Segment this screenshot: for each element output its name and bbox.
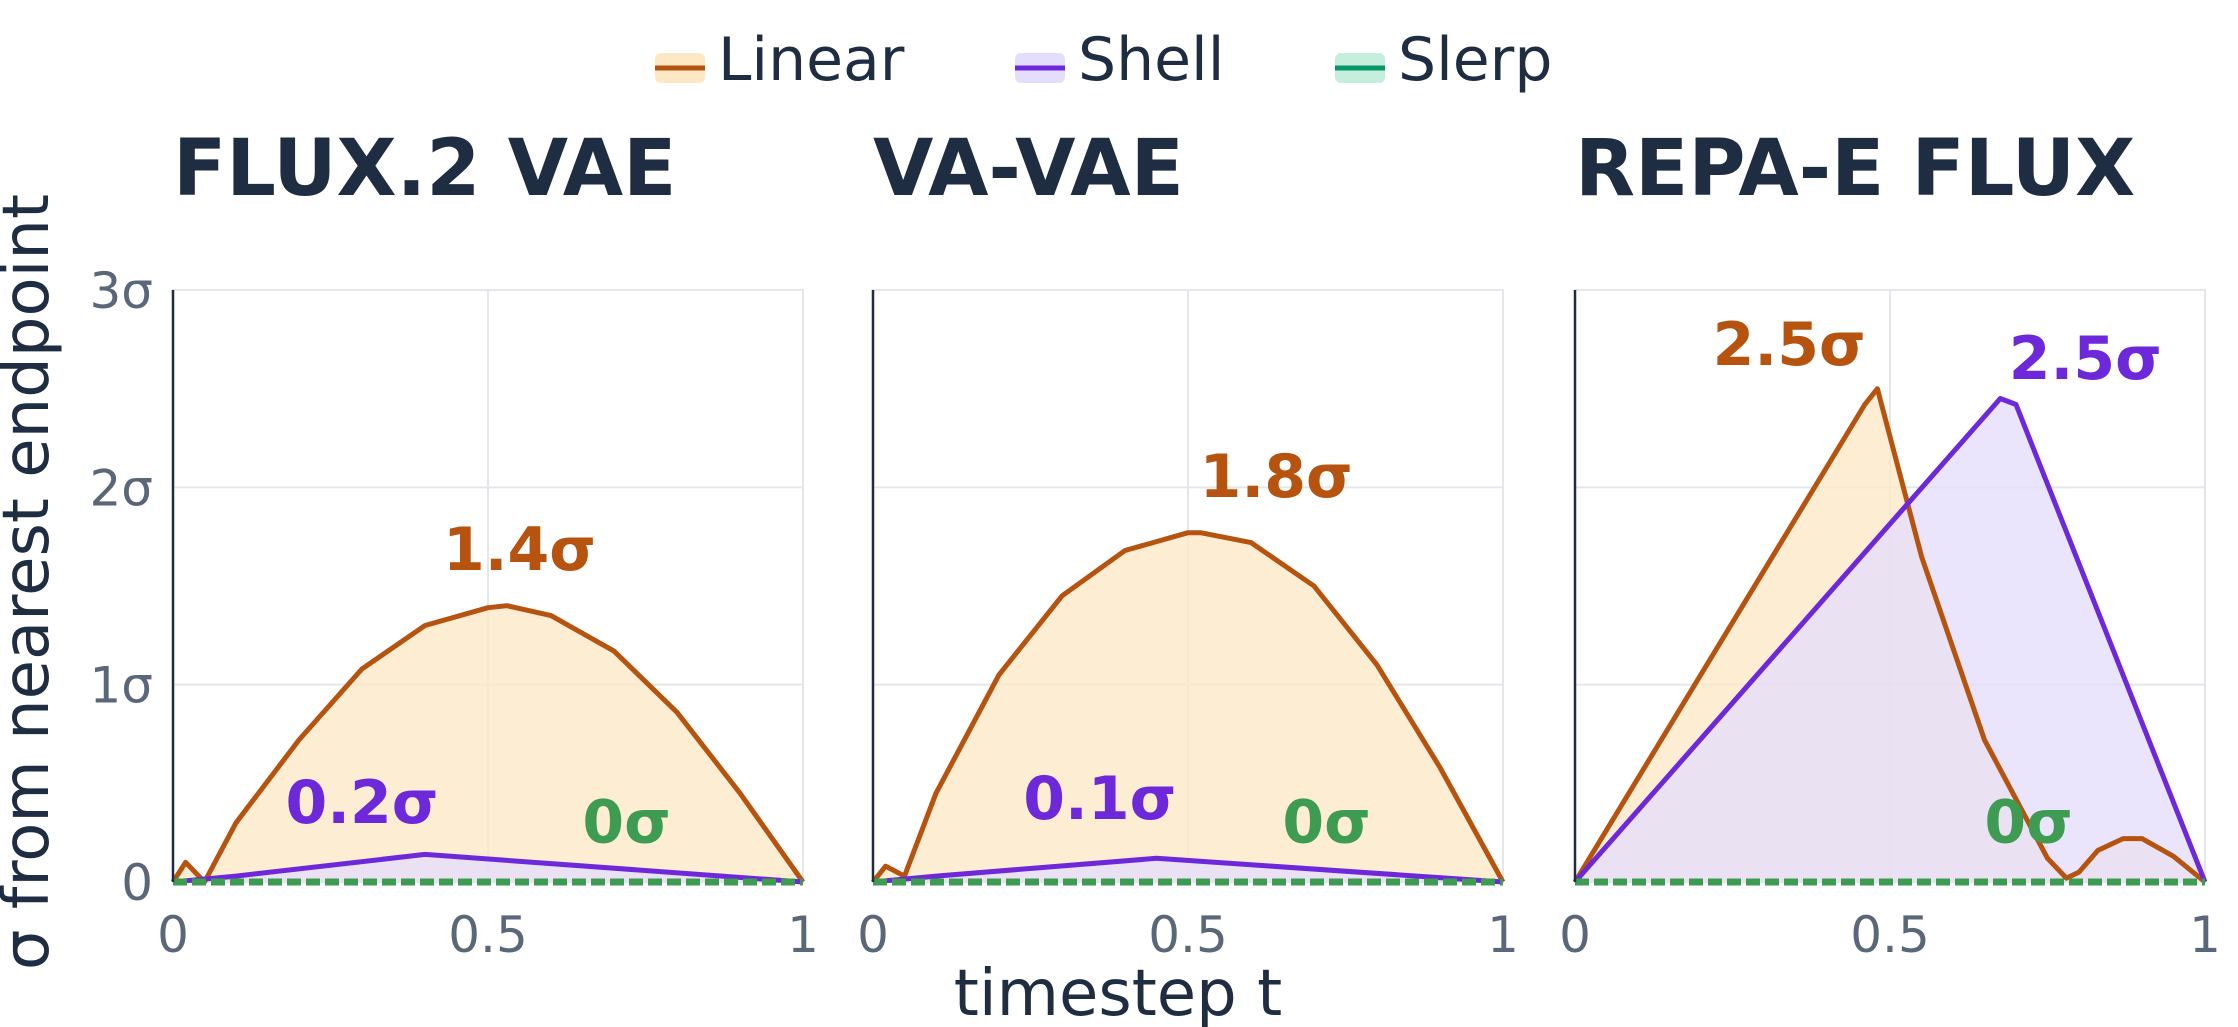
x-tick-label: 0 (157, 906, 189, 964)
x-tick-label: 1 (787, 906, 819, 964)
panel-title: REPA-E FLUX (1575, 124, 2135, 214)
y-tick-label: 1σ (89, 657, 153, 715)
annotation-linear: 1.8σ (1200, 442, 1353, 512)
annotation-slerp: 0σ (582, 788, 670, 858)
x-tick-label: 1 (2189, 906, 2221, 964)
annotation-slerp: 0σ (1282, 788, 1370, 858)
panel-title: FLUX.2 VAE (173, 124, 676, 214)
legend-item-linear: Linear (655, 25, 905, 95)
y-tick-label: 3σ (89, 262, 153, 320)
panel-title: VA-VAE (873, 124, 1184, 214)
annotation-slerp: 0σ (1984, 788, 2072, 858)
x-tick-label: 1 (1487, 906, 1519, 964)
series-area-shell (1575, 398, 2205, 882)
x-tick-label: 0.5 (448, 906, 528, 964)
y-axis-label: σ from nearest endpoint (0, 194, 64, 970)
series-line-shell (1573, 396, 2208, 884)
legend: Linear Shell Slerp (655, 25, 1552, 95)
series-line-linear (871, 530, 1506, 884)
panel-repa-e-flux: REPA-E FLUX 0 0.5 1 2.5σ 2.5σ 0σ (1559, 124, 2221, 964)
x-tick-label: 0.5 (1148, 906, 1228, 964)
panel-va-vae: VA-VAE 0 0.5 1 1.8σ 0.1σ 0σ (857, 124, 1519, 964)
x-tick-label: 0.5 (1850, 906, 1930, 964)
legend-label: Shell (1078, 25, 1224, 95)
series-line-linear (1572, 386, 2207, 884)
y-tick-label: 0 (121, 854, 153, 912)
panel-flux-2-vae: FLUX.2 VAE 0 1σ 2σ 3σ 0 0.5 1 1.4σ 0.2σ 0σ (89, 124, 818, 964)
series-area-linear (173, 605, 803, 882)
x-tick-label: 0 (1559, 906, 1591, 964)
series-area-shell (173, 854, 803, 882)
series-area-linear (873, 532, 1503, 882)
legend-item-shell: Shell (1015, 25, 1224, 95)
annotation-shell: 0.2σ (285, 768, 438, 838)
annotation-shell: 2.5σ (2009, 324, 2162, 394)
legend-label: Linear (718, 25, 905, 95)
y-tick-label: 2σ (89, 459, 153, 517)
annotation-linear: 1.4σ (443, 515, 596, 585)
annotation-linear: 2.5σ (1713, 310, 1866, 380)
series-line-linear (170, 603, 806, 885)
annotation-shell: 0.1σ (1023, 764, 1176, 834)
legend-item-slerp: Slerp (1335, 25, 1552, 95)
x-tick-label: 0 (857, 906, 889, 964)
series-area-shell (873, 858, 1503, 882)
legend-label: Slerp (1398, 25, 1552, 95)
x-axis-label: timestep t (954, 957, 1282, 1027)
